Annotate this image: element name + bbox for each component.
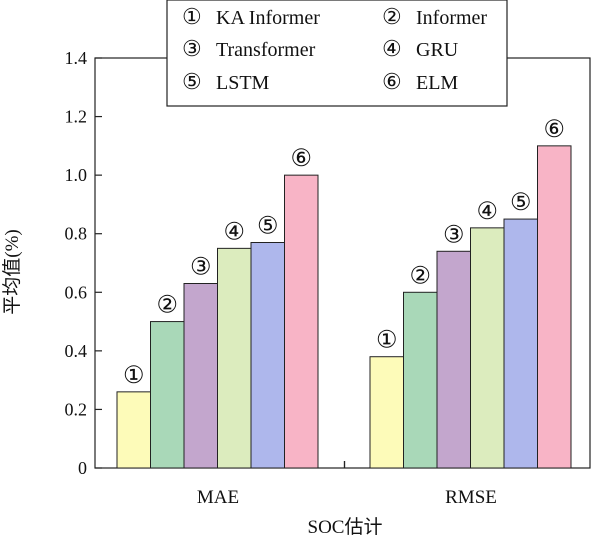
legend: ① KA Informer ② Informer ③ Transformer ④ GRU ⑤ LS…	[166, 0, 508, 107]
bar-marker-label: ③	[443, 222, 465, 248]
x-tick-label: RMSE	[445, 487, 497, 508]
y-tick-label: 0.2	[65, 399, 88, 419]
bar	[537, 145, 572, 469]
axes: 0 0.2 0.4 0.6 0.8 1.0 1.2 1.4 MAE RMSE	[65, 48, 591, 508]
y-tick-label: 0.4	[65, 341, 88, 361]
legend-entry: GRU	[416, 39, 459, 61]
bar-marker-label: ③	[190, 255, 212, 281]
bar	[116, 391, 151, 469]
bar-marker-label: ④	[223, 219, 245, 245]
legend-marker: ③	[182, 36, 202, 61]
bar	[150, 321, 185, 469]
bar-marker-label: ①	[123, 363, 145, 389]
legend-entry: ELM	[416, 72, 458, 94]
y-tick-label: 1.2	[65, 107, 88, 127]
legend-marker: ①	[182, 4, 202, 29]
bar-marker-label: ①	[376, 328, 398, 354]
y-tick-label: 0.6	[65, 282, 88, 302]
bar	[217, 247, 252, 469]
bar-marker-label: ②	[156, 293, 178, 319]
bar	[284, 174, 319, 469]
y-tick-label: 1.4	[65, 48, 88, 68]
y-tick-label: 0.8	[65, 224, 88, 244]
bar-marker-label: ②	[409, 263, 431, 289]
legend-marker: ⑥	[382, 69, 402, 94]
bar	[250, 242, 285, 469]
bar-marker-label: ⑥	[543, 117, 565, 143]
bar	[503, 218, 538, 469]
x-tick-label: MAE	[197, 487, 239, 508]
bar	[183, 283, 218, 469]
legend-entry: KA Informer	[216, 7, 320, 29]
bar	[403, 291, 438, 469]
y-tick-label: 1.0	[65, 165, 88, 185]
bar-marker-label: ⑥	[290, 146, 312, 172]
legend-entry: Transformer	[216, 39, 316, 61]
legend-entry: LSTM	[216, 72, 270, 94]
bar	[436, 250, 471, 469]
bar	[369, 356, 404, 469]
y-tick-label: 0	[78, 458, 87, 478]
legend-box	[166, 0, 508, 107]
bar-marker-label: ⑤	[510, 190, 532, 216]
bar-marker-label: ④	[476, 199, 498, 225]
bar	[470, 227, 505, 469]
legend-marker: ⑤	[182, 69, 202, 94]
y-axis-label: 平均值(%)	[1, 229, 23, 314]
legend-entry: Informer	[416, 7, 487, 29]
bar-marker-label: ⑤	[257, 214, 279, 240]
legend-marker: ②	[382, 4, 402, 29]
x-axis-label: SOC估计	[308, 516, 383, 538]
legend-marker: ④	[382, 36, 402, 61]
